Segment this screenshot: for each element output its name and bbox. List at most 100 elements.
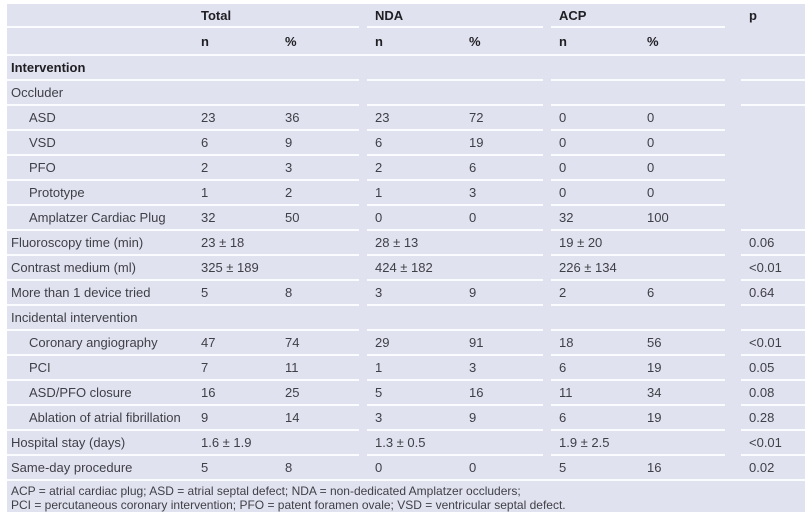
cell-total-n bbox=[193, 56, 277, 81]
cell-total-pct: 50 bbox=[277, 206, 359, 231]
group-header-acp: ACP bbox=[551, 4, 639, 28]
cell-p bbox=[741, 181, 805, 206]
cell-acp-pct: 34 bbox=[639, 381, 725, 406]
row-label: ASD/PFO closure bbox=[7, 381, 193, 406]
table-row: Fluoroscopy time (min) 23 ± 18 28 ± 13 19 ±… bbox=[7, 231, 805, 256]
column-gap bbox=[543, 231, 551, 256]
column-gap bbox=[543, 431, 551, 456]
table-header-row-groups: Total NDA ACP p bbox=[7, 4, 805, 28]
table-row: ASD/PFO closure 16 25 5 16 11 34 0.08 bbox=[7, 381, 805, 406]
cell-p bbox=[741, 56, 805, 81]
cell-nda-n: 2 bbox=[367, 156, 461, 181]
cell-nda-pct: 9 bbox=[461, 281, 543, 306]
group-header-nda: NDA bbox=[367, 4, 461, 28]
subheader-acp-n: n bbox=[551, 28, 639, 56]
cell-p: <0.01 bbox=[741, 331, 805, 356]
cell-total-n: 2 bbox=[193, 156, 277, 181]
cell-acp-pct: 16 bbox=[639, 456, 725, 481]
column-gap bbox=[543, 456, 551, 481]
cell-acp-pct: 6 bbox=[639, 281, 725, 306]
cell-acp-pct: 56 bbox=[639, 331, 725, 356]
cell-acp-pct: 19 bbox=[639, 406, 725, 431]
column-gap bbox=[725, 131, 741, 156]
p-column-header: p bbox=[749, 7, 757, 23]
cell-total-pct: 74 bbox=[277, 331, 359, 356]
row-label: Incidental intervention bbox=[7, 306, 193, 331]
cell-acp-n: 2 bbox=[551, 281, 639, 306]
column-gap bbox=[359, 431, 367, 456]
group-header-total: Total bbox=[193, 4, 277, 28]
column-gap bbox=[725, 81, 741, 106]
cell-nda-value: 1.3 ± 0.5 bbox=[367, 431, 543, 456]
column-gap bbox=[543, 406, 551, 431]
cell-acp-pct: 0 bbox=[639, 156, 725, 181]
column-gap bbox=[725, 106, 741, 131]
cell-nda-value: 28 ± 13 bbox=[367, 231, 543, 256]
column-gap bbox=[543, 28, 551, 56]
table-footnote-line: ACP = atrial cardiac plug; ASD = atrial … bbox=[11, 484, 521, 498]
cell-nda-n: 0 bbox=[367, 456, 461, 481]
cell-total-n: 1 bbox=[193, 181, 277, 206]
cell-nda-value: 424 ± 182 bbox=[367, 256, 543, 281]
column-gap bbox=[543, 156, 551, 181]
cell-acp-n: 0 bbox=[551, 131, 639, 156]
cell-total-pct: 25 bbox=[277, 381, 359, 406]
table-footnote: ACP = atrial cardiac plug; ASD = atrial … bbox=[7, 481, 805, 512]
cell-acp-n: 0 bbox=[551, 181, 639, 206]
cell-acp-n: 0 bbox=[551, 106, 639, 131]
cell-nda-pct: 0 bbox=[461, 456, 543, 481]
row-label: Contrast medium (ml) bbox=[7, 256, 193, 281]
cell-total-pct bbox=[277, 56, 359, 81]
column-gap bbox=[543, 4, 551, 28]
row-label: More than 1 device tried bbox=[7, 281, 193, 306]
cell-nda-pct bbox=[461, 56, 543, 81]
table-row: Intervention bbox=[7, 56, 805, 81]
cell-acp-pct: 19 bbox=[639, 356, 725, 381]
cell-p bbox=[741, 81, 805, 106]
subheader-total-pct: % bbox=[277, 28, 359, 56]
cell-acp-value: 19 ± 20 bbox=[551, 231, 725, 256]
column-gap bbox=[725, 56, 741, 81]
cell-total-n: 32 bbox=[193, 206, 277, 231]
column-gap bbox=[543, 131, 551, 156]
column-gap bbox=[359, 56, 367, 81]
cell-p: 0.08 bbox=[741, 381, 805, 406]
row-label: Prototype bbox=[7, 181, 193, 206]
cell-nda-pct: 91 bbox=[461, 331, 543, 356]
cell-nda-n: 29 bbox=[367, 331, 461, 356]
column-gap bbox=[359, 456, 367, 481]
cell-nda-n bbox=[367, 56, 461, 81]
cell-total-n bbox=[193, 306, 277, 331]
cell-acp-pct bbox=[639, 56, 725, 81]
row-label: Fluoroscopy time (min) bbox=[7, 231, 193, 256]
column-gap bbox=[359, 4, 367, 28]
column-gap bbox=[543, 181, 551, 206]
row-label: Hospital stay (days) bbox=[7, 431, 193, 456]
column-gap bbox=[359, 281, 367, 306]
cell-p bbox=[741, 106, 805, 131]
column-gap bbox=[725, 356, 741, 381]
table-row: Same-day procedure 5 8 0 0 5 16 0.02 bbox=[7, 456, 805, 481]
column-gap bbox=[725, 281, 741, 306]
column-gap bbox=[725, 231, 741, 256]
column-gap bbox=[359, 131, 367, 156]
column-gap bbox=[725, 456, 741, 481]
cell-total-n: 9 bbox=[193, 406, 277, 431]
header-spacer bbox=[741, 28, 805, 56]
cell-p bbox=[741, 206, 805, 231]
cell-nda-n: 3 bbox=[367, 281, 461, 306]
cell-total-pct bbox=[277, 306, 359, 331]
column-gap bbox=[359, 381, 367, 406]
cell-total-n: 5 bbox=[193, 456, 277, 481]
cell-acp-pct: 100 bbox=[639, 206, 725, 231]
cell-total-pct: 14 bbox=[277, 406, 359, 431]
subheader-nda-pct: % bbox=[461, 28, 543, 56]
table-row: ASD 23 36 23 72 0 0 bbox=[7, 106, 805, 131]
cell-acp-n: 6 bbox=[551, 406, 639, 431]
cell-total-pct bbox=[277, 81, 359, 106]
column-gap bbox=[359, 331, 367, 356]
cell-p: 0.06 bbox=[741, 231, 805, 256]
table-row: More than 1 device tried 5 8 3 9 2 6 0.64 bbox=[7, 281, 805, 306]
column-gap bbox=[725, 406, 741, 431]
